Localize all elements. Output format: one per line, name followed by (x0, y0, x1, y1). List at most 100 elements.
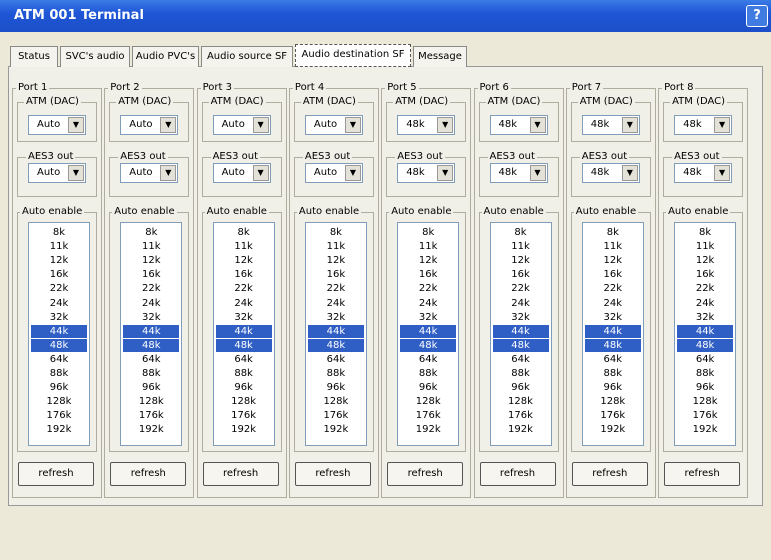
rate-item[interactable]: 192k (323, 424, 349, 436)
rate-item[interactable]: 128k (46, 396, 72, 408)
refresh-button[interactable]: refresh (18, 462, 94, 486)
rate-item[interactable]: 16k (142, 269, 161, 281)
rate-item[interactable]: 64k (695, 353, 715, 365)
rate-item[interactable]: 12k (326, 255, 346, 267)
rate-item[interactable]: 22k (234, 283, 253, 295)
tab[interactable]: Audio source SF (201, 46, 293, 67)
rate-item[interactable]: 128k (231, 396, 257, 408)
rate-item[interactable]: 48k (123, 338, 180, 352)
rate-item[interactable]: 44k (677, 324, 734, 338)
rate-item[interactable]: 44k (400, 324, 457, 338)
rate-item[interactable]: 88k (603, 368, 623, 379)
rate-item[interactable]: 32k (142, 311, 161, 323)
rate-item[interactable]: 8k (514, 227, 527, 238)
rate-item[interactable]: 11k (418, 241, 438, 253)
rate-item[interactable]: 22k (603, 283, 623, 295)
rate-item[interactable]: 192k (415, 424, 441, 436)
rate-item[interactable]: 176k (231, 410, 257, 422)
rate-item[interactable]: 64k (603, 353, 623, 365)
rate-item[interactable]: 8k (422, 227, 435, 238)
rate-item[interactable]: 96k (326, 382, 346, 394)
rate-item[interactable]: 11k (603, 241, 623, 253)
rate-item[interactable]: 12k (511, 255, 530, 267)
rate-item[interactable]: 96k (695, 382, 715, 394)
rate-item[interactable]: 176k (692, 410, 718, 422)
rate-item[interactable]: 8k (606, 227, 619, 238)
rate-item[interactable]: 11k (326, 241, 346, 253)
rate-item[interactable]: 176k (46, 410, 72, 422)
rate-item[interactable]: 192k (508, 424, 533, 436)
dropdown[interactable]: 48k ▼ (397, 163, 456, 183)
rate-item[interactable]: 24k (603, 297, 623, 309)
rate-item[interactable]: 8k (52, 227, 66, 238)
dropdown[interactable]: 48k ▼ (581, 115, 640, 135)
rate-item[interactable]: 22k (418, 283, 438, 295)
rate-item[interactable]: 24k (511, 297, 530, 309)
rate-item[interactable]: 11k (511, 241, 530, 253)
dropdown[interactable]: Auto ▼ (212, 163, 271, 183)
dropdown[interactable]: Auto ▼ (212, 115, 271, 135)
rate-item[interactable]: 32k (418, 311, 438, 323)
rate-item[interactable]: 24k (142, 297, 161, 309)
rate-item[interactable]: 88k (234, 368, 253, 379)
rate-item[interactable]: 32k (234, 311, 253, 323)
rate-item[interactable]: 24k (418, 297, 438, 309)
rate-item[interactable]: 88k (511, 368, 530, 379)
rate-item[interactable]: 8k (145, 227, 158, 238)
rate-item[interactable]: 48k (307, 338, 364, 352)
rate-item[interactable]: 128k (508, 396, 533, 408)
rate-item[interactable]: 12k (234, 255, 253, 267)
rate-item[interactable]: 96k (234, 382, 253, 394)
dropdown-arrow[interactable]: ▼ (160, 165, 177, 181)
rate-item[interactable]: 88k (326, 368, 346, 379)
rate-item[interactable]: 176k (600, 410, 626, 422)
dropdown-arrow[interactable]: ▼ (437, 117, 454, 133)
rate-item[interactable]: 32k (603, 311, 623, 323)
rate-item[interactable]: 11k (695, 241, 715, 253)
rate-item[interactable]: 88k (49, 368, 69, 379)
dropdown-arrow[interactable]: ▼ (252, 165, 269, 181)
refresh-button[interactable]: refresh (202, 462, 279, 486)
rate-item[interactable]: 192k (231, 424, 257, 436)
rate-item[interactable]: 8k (699, 227, 712, 238)
rate-item[interactable]: 48k (584, 338, 641, 352)
rate-item[interactable]: 12k (418, 255, 438, 267)
dropdown-arrow[interactable]: ▼ (714, 117, 731, 133)
rate-item[interactable]: 48k (677, 338, 734, 352)
rate-item[interactable]: 16k (603, 269, 623, 281)
rate-item[interactable]: 32k (326, 311, 346, 323)
dropdown[interactable]: 48k ▼ (489, 163, 548, 183)
rate-item[interactable]: 24k (234, 297, 253, 309)
rate-item[interactable]: 22k (49, 283, 69, 295)
rate-item[interactable]: 48k (400, 338, 457, 352)
rate-item[interactable]: 96k (511, 382, 530, 394)
rate-item[interactable]: 16k (418, 269, 438, 281)
rate-item[interactable]: 24k (326, 297, 346, 309)
dropdown-arrow[interactable]: ▼ (437, 165, 454, 181)
rate-item[interactable]: 32k (695, 311, 715, 323)
tab[interactable]: Audio destination SF (295, 44, 411, 67)
dropdown[interactable]: 48k ▼ (489, 115, 548, 135)
rate-item[interactable]: 64k (142, 353, 161, 365)
rate-item[interactable]: 128k (692, 396, 718, 408)
rate-item[interactable]: 64k (49, 353, 69, 365)
rate-item[interactable]: 128k (600, 396, 626, 408)
rate-item[interactable]: 11k (142, 241, 161, 253)
rate-item[interactable]: 44k (123, 324, 180, 338)
dropdown[interactable]: Auto ▼ (120, 115, 179, 135)
rate-item[interactable]: 96k (418, 382, 438, 394)
rate-item[interactable]: 16k (511, 269, 530, 281)
tab[interactable]: Message (413, 46, 467, 67)
refresh-button[interactable]: refresh (479, 462, 556, 486)
refresh-button[interactable]: refresh (664, 462, 741, 486)
dropdown[interactable]: Auto ▼ (28, 115, 86, 135)
rate-item[interactable]: 176k (415, 410, 441, 422)
rate-item[interactable]: 12k (49, 255, 69, 267)
rate-item[interactable]: 64k (326, 353, 346, 365)
rate-item[interactable]: 88k (142, 368, 161, 379)
rate-item[interactable]: 44k (215, 324, 272, 338)
dropdown-arrow[interactable]: ▼ (252, 117, 269, 133)
rate-item[interactable]: 8k (329, 227, 342, 238)
rate-item[interactable]: 96k (603, 382, 623, 394)
rate-item[interactable]: 128k (138, 396, 164, 408)
